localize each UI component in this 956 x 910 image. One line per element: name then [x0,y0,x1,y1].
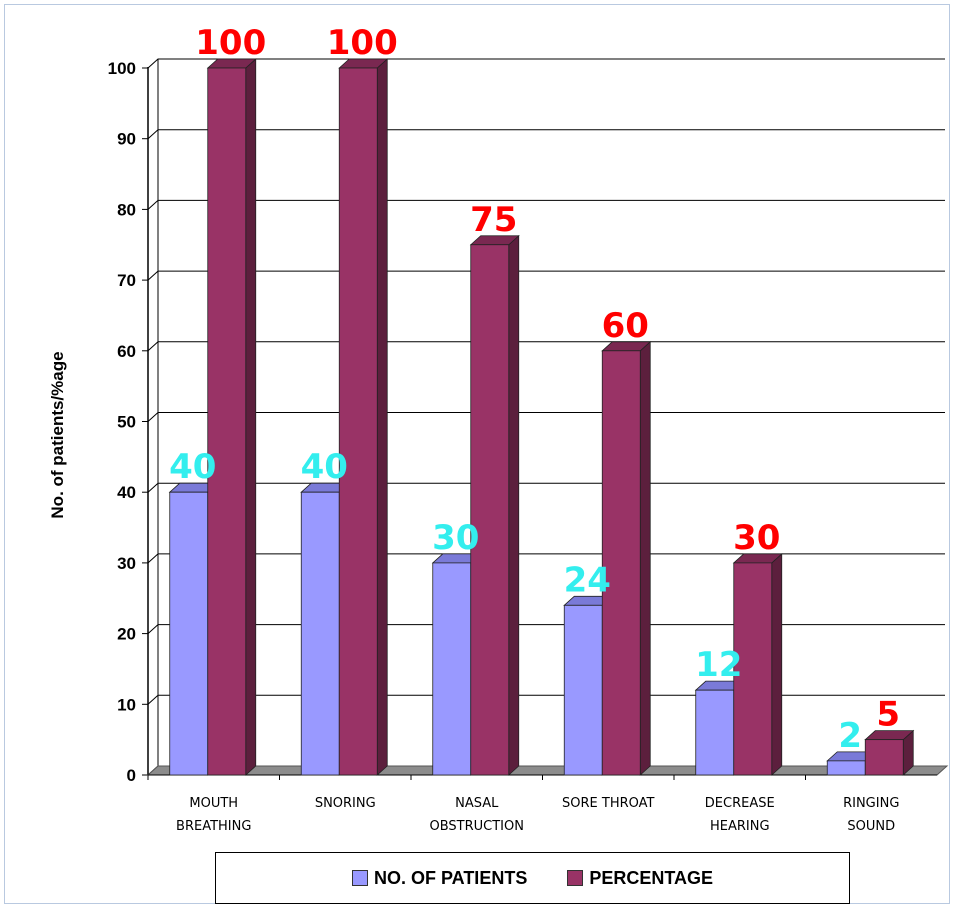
legend-label-percentage: PERCENTAGE [589,867,714,888]
bar-side [245,58,257,776]
bar-front [733,562,773,776]
bar-front [864,739,904,776]
gridline [147,341,945,352]
x-tick-label: HEARING [710,819,770,834]
data-label-patients: 24 [564,560,611,600]
legend-swatch-patients [351,870,368,886]
gridline [147,482,945,493]
gridline [147,129,945,140]
bars [168,58,915,776]
bar-front [826,760,866,776]
y-axis-label: No. of patients/%age [48,351,67,518]
y-tick-label: 10 [117,695,136,714]
legend-item-percentage: PERCENTAGE [567,868,713,889]
data-label-percentage: 75 [470,200,517,240]
data-label-percentage: 5 [876,695,900,735]
gridline [147,199,945,210]
y-tick-label: 20 [117,625,136,644]
bar-side [639,340,651,776]
y-tick-label: 90 [117,130,136,149]
bar-percentage [864,729,915,776]
bar-front [470,244,510,776]
gridline [147,270,945,281]
data-label-patients: 40 [301,447,348,487]
data-label-patients: 12 [695,645,742,685]
data-label-patients: 30 [432,518,479,558]
x-tick-label: SNORING [315,796,376,811]
gridline [147,694,945,705]
bar-front [432,562,472,776]
bar-percentage [206,58,257,776]
y-tick-label: 70 [117,271,136,290]
data-labels: 40 100 40 100 30 75 24 60 12 30 25 [169,23,900,756]
bar-percentage [601,340,652,776]
bar-chart: 0 10 20 30 40 50 60 70 80 90 100 MOUTH BREATHING SNOR… [48,23,949,834]
x-tick-label: RINGING [843,796,899,811]
x-tick-label: DECREASE [705,796,775,811]
y-tick-label: 0 [127,766,136,785]
x-tick-label: MOUTH [189,796,238,811]
gridline [147,58,945,69]
legend-label-patients: NO. OF PATIENTS [373,867,528,888]
gridline [147,624,945,634]
data-label-patients: 2 [838,716,862,756]
gridlines [147,58,945,776]
data-label-percentage: 100 [195,23,266,63]
bar-front [601,350,641,776]
data-label-percentage: 100 [327,23,398,63]
bar-percentage [469,234,520,776]
x-tick-label: OBSTRUCTION [430,819,524,834]
bar-side [771,553,783,776]
y-tick-label: 50 [117,413,136,432]
x-tick-label: BREATHING [176,819,251,834]
gridline [147,553,945,564]
y-tick-label: 40 [117,483,136,502]
bar-front [169,491,209,776]
data-label-percentage: 60 [602,306,649,346]
legend: NO. OF PATIENTS PERCENTAGE [215,852,850,904]
data-label-percentage: 30 [733,518,780,558]
bar-side [508,234,520,776]
y-tick-label: 30 [117,554,136,573]
bar-front [695,689,735,776]
x-tick-label: NASAL [455,796,499,811]
bar-front [338,67,378,776]
x-tick-label: SORE THROAT [562,796,655,811]
bar-front [207,67,247,776]
bar-percentage [338,58,389,776]
legend-item-patients: NO. OF PATIENTS [351,867,528,889]
x-tick-label: SOUND [847,819,895,834]
legend-swatch-percentage [567,870,584,886]
bar-percentage [732,553,783,776]
y-tick-label: 100 [108,59,136,78]
data-label-patients: 40 [169,447,216,487]
gridline [147,412,945,422]
bar-front [300,491,340,776]
bar-side [376,58,388,776]
bar-front [563,604,603,776]
y-tick-label: 60 [117,342,136,361]
y-tick-label: 80 [117,200,136,219]
